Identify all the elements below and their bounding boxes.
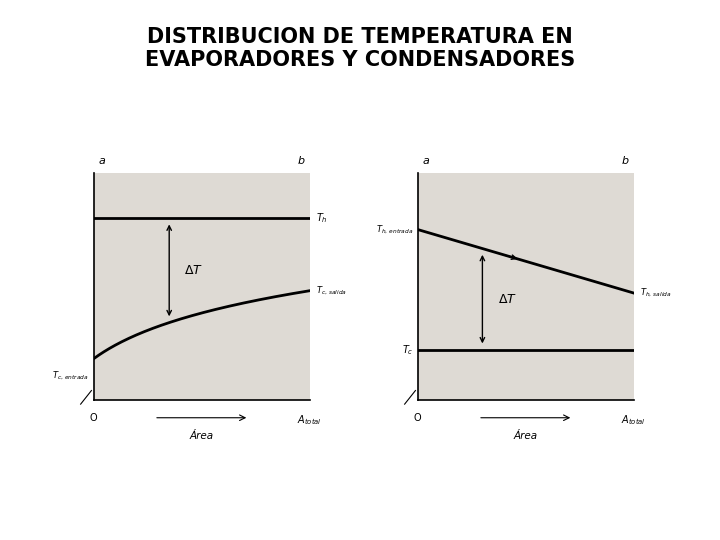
Text: O: O [414, 413, 421, 423]
Text: $T_h$: $T_h$ [316, 211, 328, 225]
Text: $T_{c,\,salida}$: $T_{c,\,salida}$ [316, 285, 347, 297]
Text: Área: Área [513, 431, 538, 441]
Text: $T_c$: $T_c$ [402, 343, 413, 356]
Text: $\Delta T$: $\Delta T$ [184, 264, 203, 277]
Text: $T_{h,\,entrada}$: $T_{h,\,entrada}$ [376, 224, 413, 235]
Text: $b$: $b$ [621, 154, 629, 166]
Text: O: O [90, 413, 97, 423]
Text: $a$: $a$ [422, 156, 430, 166]
Text: $a$: $a$ [98, 156, 106, 166]
Text: $b$: $b$ [297, 154, 305, 166]
Text: $T_{c,\,entrada}$: $T_{c,\,entrada}$ [53, 370, 89, 382]
Text: $\Delta T$: $\Delta T$ [498, 293, 516, 306]
Text: Área: Área [189, 431, 214, 441]
Text: $T_{h,\,salida}$: $T_{h,\,salida}$ [640, 287, 672, 299]
Text: $A_{total}$: $A_{total}$ [621, 413, 646, 427]
Text: DISTRIBUCION DE TEMPERATURA EN
EVAPORADORES Y CONDENSADORES: DISTRIBUCION DE TEMPERATURA EN EVAPORADO… [145, 27, 575, 70]
Text: $A_{total}$: $A_{total}$ [297, 413, 322, 427]
